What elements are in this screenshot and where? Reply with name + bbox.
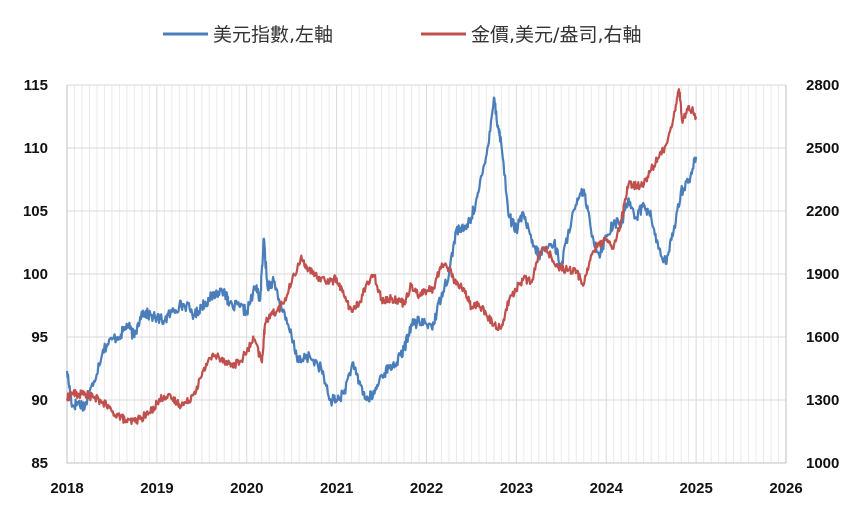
legend-label-usd-index: 美元指數,左軸 bbox=[213, 24, 333, 46]
usd-index-series-line bbox=[65, 96, 698, 412]
x-tick-label: 2023 bbox=[500, 480, 533, 497]
legend-label-gold-price: 金價,美元/盎司,右軸 bbox=[471, 24, 641, 46]
grid-lines bbox=[66, 84, 787, 464]
left-y-tick-label: 95 bbox=[31, 329, 48, 346]
x-tick-label: 2022 bbox=[410, 480, 443, 497]
tick-labels: 2018 2019 2020 2021 2022 2023 2024 2025 2026 85 90… bbox=[23, 77, 839, 497]
right-y-tick-label: 1900 bbox=[806, 266, 839, 283]
series-lines bbox=[65, 88, 698, 425]
x-tick-label: 2024 bbox=[590, 480, 624, 497]
right-y-tick-label: 1000 bbox=[806, 455, 839, 472]
x-tick-label: 2019 bbox=[140, 480, 173, 497]
legend: 美元指數,左軸 金價,美元/盎司,右軸 bbox=[163, 24, 641, 46]
left-y-tick-label: 105 bbox=[23, 203, 48, 220]
left-y-tick-label: 115 bbox=[24, 77, 48, 94]
right-y-tick-label: 1600 bbox=[806, 329, 839, 346]
left-y-tick-label: 90 bbox=[31, 392, 48, 409]
x-tick-label: 2025 bbox=[679, 480, 712, 497]
right-y-tick-label: 2200 bbox=[806, 203, 839, 220]
right-y-tick-label: 2800 bbox=[806, 77, 839, 94]
left-y-tick-label: 85 bbox=[31, 455, 48, 472]
x-tick-label: 2021 bbox=[320, 480, 353, 497]
left-y-tick-label: 100 bbox=[23, 266, 48, 283]
gold-price-series-line bbox=[65, 88, 698, 425]
right-y-tick-label: 2500 bbox=[806, 140, 839, 157]
x-tick-label: 2020 bbox=[230, 480, 263, 497]
x-tick-label: 2026 bbox=[769, 480, 802, 497]
left-y-tick-label: 110 bbox=[24, 140, 48, 157]
right-y-tick-label: 1300 bbox=[806, 392, 839, 409]
x-tick-label: 2018 bbox=[50, 480, 83, 497]
